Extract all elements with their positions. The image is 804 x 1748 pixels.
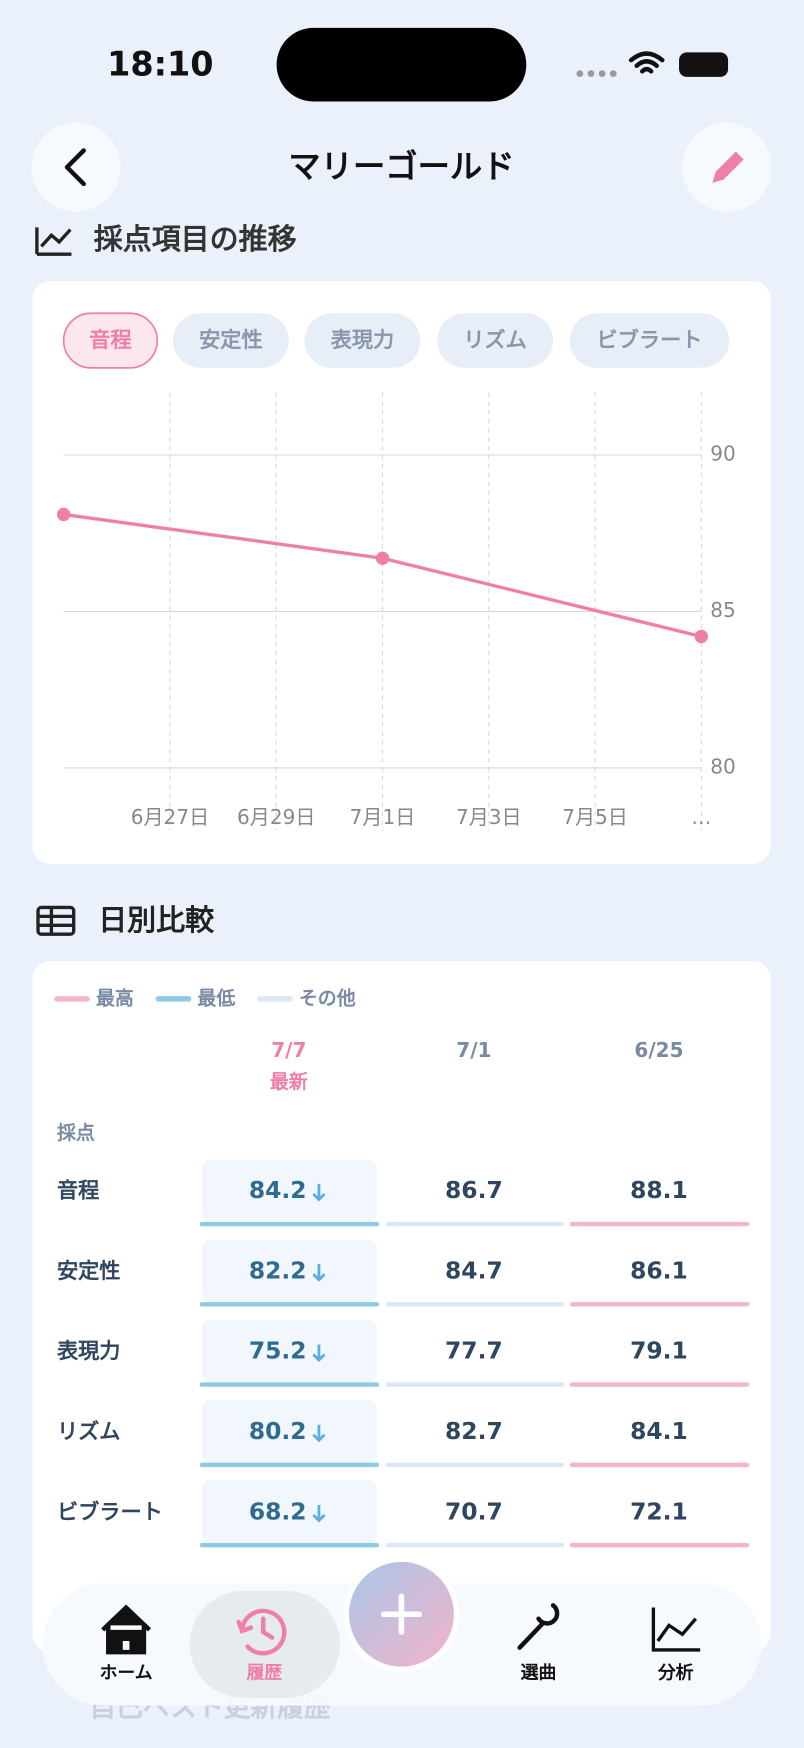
table-icon [36,905,76,936]
nav-label[interactable]: 選曲 [521,1662,557,1683]
cell-value: 84.7 [445,1256,503,1284]
tab-label: リズム [463,327,527,352]
nav-label[interactable]: ホーム [100,1662,153,1683]
data-point [375,551,390,565]
chart-card [32,280,771,864]
cell-value: 75.2 [249,1337,307,1365]
tab[interactable] [304,313,421,368]
x-tick-label: 7月5日 [562,805,628,829]
row-label: ビブラート [57,1499,163,1524]
signal [576,70,617,77]
x-tick-label: 6月27日 [131,805,209,829]
page-title: マリーゴールド [288,147,514,185]
row-label: 表現力 [56,1338,121,1363]
column-header: 6/25 [634,1038,683,1062]
wifi-icon [628,51,665,74]
row-label: 安定性 [57,1258,121,1283]
tab-label: ビブラート [597,327,703,352]
cell-highlight [201,1319,377,1383]
group-label: 採点 [57,1122,95,1144]
edit-icon [712,151,744,183]
nav-label[interactable]: 分析 [657,1661,694,1683]
analysis-icon [651,1607,701,1652]
nav-active [189,1590,341,1698]
y-tick-label: 85 [710,598,736,622]
trend-icon [35,227,72,256]
cell-value: 72.1 [630,1497,688,1525]
history-icon [236,1608,287,1656]
legend-label: 最低 [197,986,235,1009]
down-arrow [312,1183,326,1202]
y-tick-label: 80 [710,754,736,778]
battery-icon [679,52,729,77]
row-label: 音程 [57,1178,99,1203]
status-time: 18:10 [107,44,213,83]
home-icon [101,1604,152,1655]
cell-highlight [201,1159,377,1222]
cell-value: 68.2 [249,1497,307,1525]
legend-label: 最高 [96,986,134,1009]
cell-value: 82.2 [249,1256,307,1284]
dynamic-island [276,27,527,102]
cell-highlight [201,1400,377,1463]
tab-label: 表現力 [330,327,395,352]
cell-value: 70.7 [445,1497,503,1525]
cell-value: 86.1 [630,1256,688,1284]
back-button[interactable] [31,122,121,212]
section-title: 採点項目の推移 [94,222,297,256]
cell-value: 77.7 [445,1337,503,1365]
x-tick-label: … [691,805,711,829]
down-arrow [312,1504,326,1523]
data-point [694,629,709,644]
y-tick-label: 90 [710,441,736,465]
column-header: 7/1 [456,1038,491,1062]
latest-label: 最新 [270,1071,308,1093]
cell-value: 79.1 [630,1337,688,1365]
tab[interactable] [437,313,554,368]
nav-label[interactable]: 履歴 [246,1662,282,1683]
cell-highlight [201,1480,377,1543]
mic-icon [517,1603,560,1650]
x-tick-label: 7月1日 [350,805,416,829]
x-tick-label: 7月3日 [456,805,522,829]
x-tick-label: 6月29日 [237,805,315,829]
tab-label: 安定性 [199,327,263,352]
cell-highlight [201,1239,377,1303]
row-label: リズム [57,1419,121,1444]
tab[interactable] [569,313,730,368]
down-arrow [312,1424,326,1443]
data-point [56,507,71,522]
tab[interactable] [172,313,289,368]
column-header: 7/7 [271,1038,306,1062]
cell-value: 84.2 [249,1176,307,1204]
cell-value: 80.2 [249,1417,307,1445]
cell-value: 88.1 [630,1176,688,1204]
back-icon [64,148,86,187]
tab[interactable] [62,312,159,369]
add-icon [380,1593,423,1635]
cell-value: 82.7 [445,1417,503,1445]
section-title: 日別比較 [98,903,215,937]
down-arrow [312,1344,326,1363]
down-arrow [312,1264,326,1282]
cell-value: 84.1 [630,1417,688,1445]
legend-label: その他 [299,986,356,1009]
cell-value: 86.7 [445,1176,503,1204]
tab-label: 音程 [89,327,131,352]
